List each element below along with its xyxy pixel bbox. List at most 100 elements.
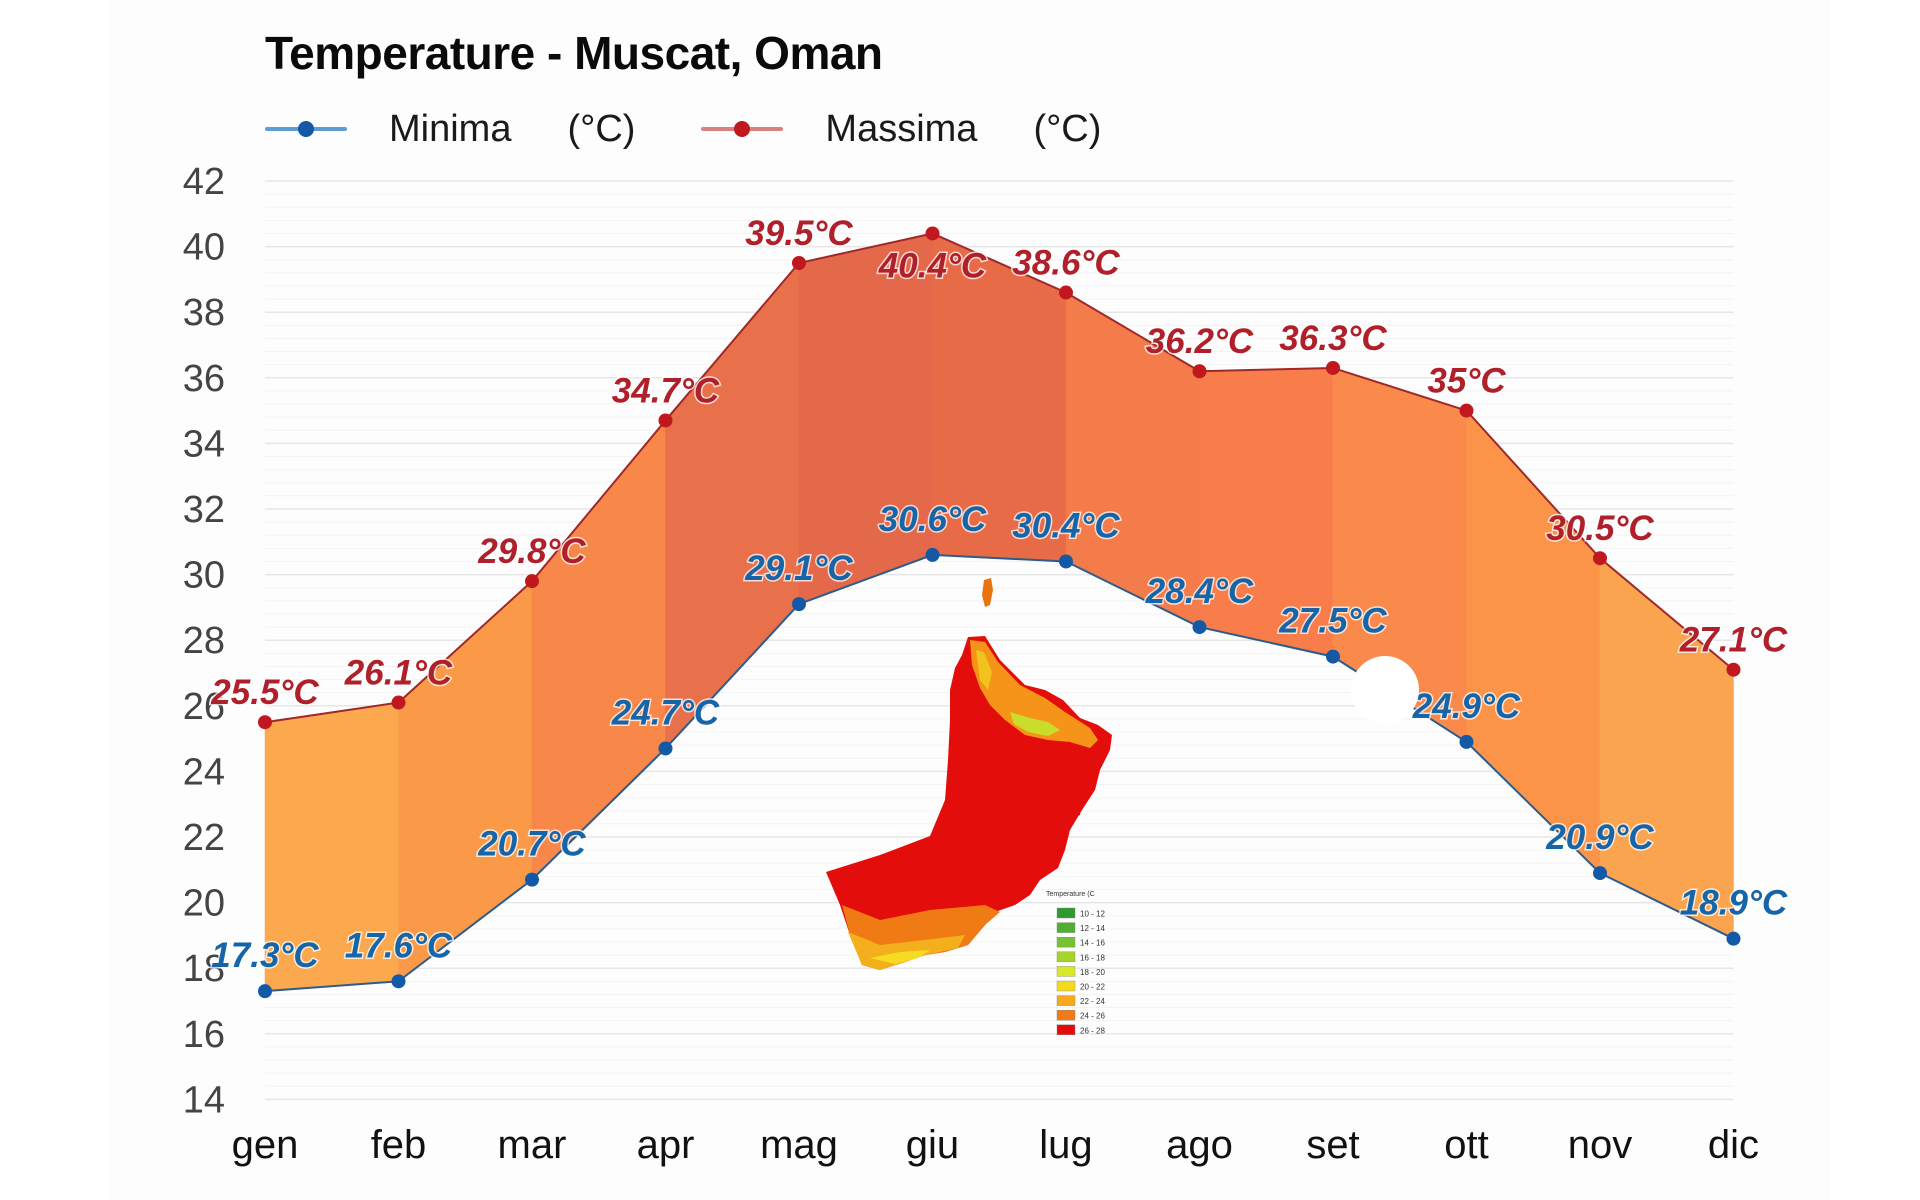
max-data-label: 29.8°C <box>477 532 586 571</box>
max-data-label: 34.7°C <box>612 371 720 410</box>
map-legend-label: 14 - 16 <box>1080 939 1105 948</box>
map-legend: Temperature (C 10 - 12 12 - 14 14 - 16 16 -… <box>1046 891 1105 1035</box>
y-tick-label: 36 <box>183 358 225 400</box>
y-tick-label: 34 <box>183 423 225 465</box>
max-line <box>264 232 1735 724</box>
min-point-ott[interactable] <box>1459 734 1474 749</box>
map-legend-swatch <box>1056 922 1076 933</box>
max-point-gen[interactable] <box>258 715 272 730</box>
oman-map-inset: Temperature (C 10 - 12 12 - 14 14 - 16 16 -… <box>826 578 1112 1035</box>
min-data-label: 27.5°C <box>1278 602 1387 641</box>
max-point-ott[interactable] <box>1459 403 1474 418</box>
min-data-label: 24.7°C <box>611 693 720 732</box>
legend-item-max[interactable]: Massima (°C) <box>701 108 1167 151</box>
max-point-feb[interactable] <box>391 695 406 710</box>
legend-max-label: Massima <box>825 107 978 150</box>
y-tick-label: 30 <box>183 555 225 597</box>
max-data-label: 38.6°C <box>1012 244 1120 283</box>
min-data-label: 18.9°C <box>1680 884 1788 923</box>
x-tick-label: lug <box>1039 1123 1092 1167</box>
min-point-mag[interactable] <box>792 597 806 612</box>
x-tick-label: mag <box>760 1123 838 1167</box>
map-legend-swatch <box>1056 937 1076 948</box>
max-point-apr[interactable] <box>658 413 673 428</box>
legend-min-label: Minima <box>389 107 512 150</box>
map-legend-label: 18 - 20 <box>1080 968 1105 977</box>
overlay-artifact <box>1351 656 1419 724</box>
map-legend-swatch <box>1056 980 1076 992</box>
min-point-feb[interactable] <box>391 974 406 989</box>
min-point-nov[interactable] <box>1593 866 1607 881</box>
min-point-set[interactable] <box>1326 649 1340 664</box>
min-point-dic[interactable] <box>1726 931 1741 946</box>
legend-item-min[interactable]: Minima (°C) <box>265 108 701 151</box>
y-tick-label: 24 <box>183 751 225 793</box>
x-tick-label: set <box>1306 1123 1359 1167</box>
map-legend-title: Temperature (C <box>1046 891 1095 898</box>
range-band-ott <box>1466 409 1601 874</box>
min-point-apr[interactable] <box>658 741 673 756</box>
max-point-mar[interactable] <box>525 574 539 589</box>
y-axis: 14 16 18 20 22 24 26 28 30 32 34 36 38 40 42 <box>183 161 225 1121</box>
max-point-lug[interactable] <box>1059 285 1073 300</box>
legend-min-marker-icon <box>265 117 347 141</box>
y-tick-label: 14 <box>183 1079 225 1121</box>
y-tick-label: 38 <box>183 292 225 334</box>
min-data-label: 30.6°C <box>879 500 987 539</box>
map-legend-swatch <box>1056 1010 1076 1021</box>
x-tick-label: giu <box>906 1123 959 1167</box>
y-tick-label: 26 <box>183 686 225 728</box>
y-tick-label: 42 <box>183 161 225 203</box>
range-bands <box>264 233 1734 992</box>
max-data-label: 35°C <box>1427 362 1506 401</box>
x-tick-label: feb <box>371 1123 427 1167</box>
series-lines <box>264 232 1735 993</box>
chart-legend: Minima (°C) Massima (°C) <box>265 104 1167 154</box>
max-data-label: 36.3°C <box>1279 319 1387 358</box>
max-point-nov[interactable] <box>1593 551 1607 566</box>
y-tick-label: 20 <box>183 883 225 925</box>
y-tick-label: 32 <box>183 489 225 531</box>
map-legend-label: 12 - 14 <box>1080 924 1105 933</box>
y-tick-label: 22 <box>183 817 225 859</box>
max-data-label: 27.1°C <box>1679 621 1788 660</box>
legend-min-unit: (°C) <box>567 107 636 150</box>
map-legend-swatch <box>1056 966 1076 977</box>
min-data-label: 17.6°C <box>345 926 453 965</box>
x-tick-label: dic <box>1708 1123 1759 1167</box>
max-point-ago[interactable] <box>1192 364 1207 379</box>
chart-title: Temperature - Muscat, Oman <box>265 27 883 79</box>
x-tick-label: apr <box>637 1123 695 1167</box>
min-line <box>264 553 1734 993</box>
map-legend-label: 22 - 24 <box>1080 997 1105 1006</box>
min-data-label: 20.9°C <box>1545 818 1654 857</box>
max-data-label: 40.4°C <box>878 246 987 285</box>
data-labels: 25.5°C 26.1°C 29.8°C 34.7°C 39.5°C 40.4°C 38.6… <box>209 213 1790 977</box>
min-point-gen[interactable] <box>258 984 272 999</box>
x-tick-label: nov <box>1568 1123 1633 1167</box>
max-point-dic[interactable] <box>1726 662 1741 677</box>
min-data-label: 20.7°C <box>477 825 586 864</box>
min-point-ago[interactable] <box>1192 620 1207 635</box>
min-data-label: 29.1°C <box>744 549 853 588</box>
x-tick-label: ago <box>1166 1123 1233 1167</box>
min-point-mar[interactable] <box>525 872 539 887</box>
max-data-label: 36.2°C <box>1146 322 1254 361</box>
max-data-label: 30.5°C <box>1546 509 1654 548</box>
max-point-set[interactable] <box>1326 360 1340 375</box>
map-legend-label: 26 - 28 <box>1080 1026 1105 1035</box>
x-axis: gen feb mar apr mag giu lug ago set ott nov dic <box>232 1123 1759 1167</box>
min-point-giu[interactable] <box>925 547 940 562</box>
map-legend-label: 20 - 22 <box>1080 983 1105 992</box>
map-legend-label: 16 - 18 <box>1080 953 1105 962</box>
max-point-mag[interactable] <box>792 256 806 270</box>
max-data-label: 26.1°C <box>344 654 453 693</box>
max-point-giu[interactable] <box>925 226 940 241</box>
y-tick-label: 16 <box>183 1014 225 1056</box>
map-legend-label: 24 - 26 <box>1080 1012 1105 1021</box>
min-point-lug[interactable] <box>1059 554 1073 569</box>
oman-map-icon <box>826 578 1112 970</box>
min-data-label: 30.4°C <box>1012 506 1120 545</box>
min-data-label: 24.9°C <box>1412 687 1521 726</box>
